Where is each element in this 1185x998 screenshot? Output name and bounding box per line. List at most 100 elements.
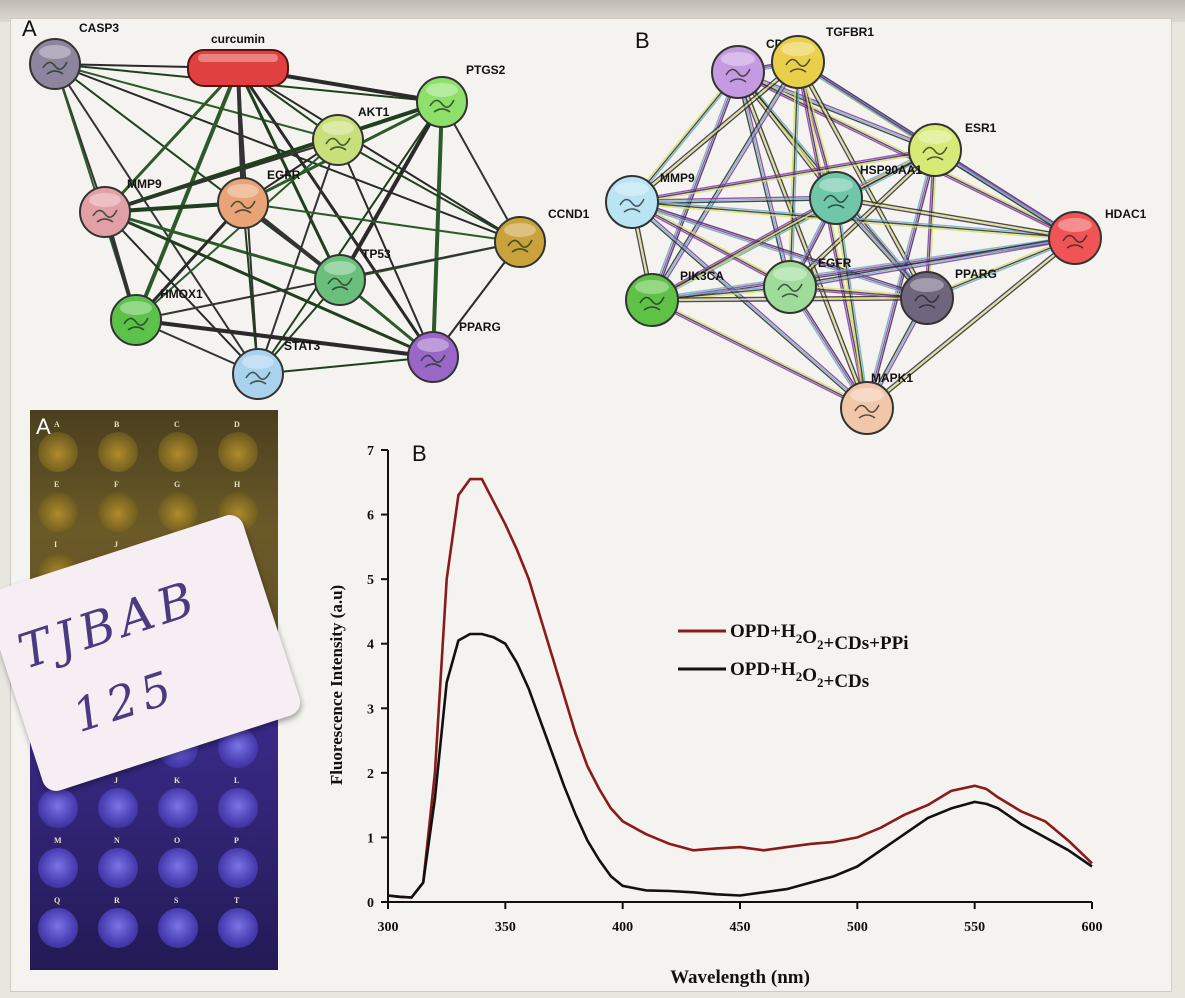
network-a-node-hmox1: HMOX1	[110, 287, 203, 346]
network-b-node-pik3ca: PIK3CA	[625, 269, 724, 327]
network-b-edge	[631, 61, 799, 203]
plate-well-letter: K	[174, 776, 181, 785]
y-tick-label: 3	[367, 702, 374, 717]
network-b-node-label: HDAC1	[1105, 207, 1147, 221]
legend-label: OPD+H2O2+CDs+PPi	[730, 621, 908, 654]
plate-well	[218, 432, 258, 472]
plate-well	[158, 788, 198, 828]
network-b-edge	[934, 149, 1076, 239]
network-a-nodes: CASP3 curcumin PTGS2 AKT1 MMP9 EGFR CCND1 TP53 H…	[29, 21, 590, 400]
network-b-label: B	[635, 28, 650, 53]
network-a-edge	[338, 101, 444, 281]
network-b-edge	[835, 197, 1076, 239]
network-a-node-label: EGFR	[267, 168, 301, 182]
network-b-edge	[632, 72, 740, 204]
plate-well-letter: D	[234, 420, 240, 429]
network-a-edge	[242, 202, 521, 243]
network-a-node-pparg: PPARG	[407, 320, 501, 383]
network-a-node-label: CASP3	[79, 21, 119, 35]
plate-well-letter: O	[174, 836, 181, 845]
network-a-edge	[236, 67, 342, 281]
network-a-node-label: PPARG	[459, 320, 501, 334]
network-b-edge	[632, 151, 936, 205]
network-b-node-label: MAPK1	[871, 371, 913, 385]
network-b-node-mmp9: MMP9	[605, 171, 695, 229]
network-a-node-label: TP53	[362, 247, 391, 261]
plate-well	[98, 492, 138, 532]
plate-well-letter: T	[234, 896, 240, 905]
network-b-edge	[632, 62, 800, 204]
plate-well-letter: E	[54, 480, 60, 489]
network-b-edge	[836, 195, 1076, 237]
well-plate-photo: ABCDEFGHIJKLMNOPEFGHIJKLMNOPQRST A	[30, 410, 278, 970]
chart-axes: 300 350 400 450 500 550 600 0 1 2 3 4 5 6 7	[367, 444, 1103, 935]
network-b-edge	[795, 62, 866, 409]
network-b-edge	[631, 203, 927, 301]
network-a-edge	[337, 139, 434, 358]
network-b-edge	[651, 197, 837, 301]
network-b-edge	[630, 202, 867, 410]
network-a-edge	[134, 67, 240, 321]
network-b-edge	[631, 71, 739, 203]
network-a-edge	[135, 139, 339, 321]
plate-well	[98, 908, 138, 948]
network-b-edge	[652, 62, 801, 302]
plate-well-letter: L	[234, 776, 240, 785]
network-b-edge	[632, 199, 792, 287]
network-a-edge	[441, 101, 521, 243]
fluorescence-chart: B 300 350 400 450 500 550 600 0 1 2 3 4 5 6 7 OPD+H2O2…	[327, 441, 1103, 988]
network-b-node-hdac1: HDAC1	[1048, 207, 1147, 265]
plate-well-letter: Q	[54, 896, 61, 905]
network-b-edge	[789, 235, 1075, 286]
network-b-edge	[650, 195, 836, 300]
network-a-node-mmp9: MMP9	[79, 177, 162, 238]
network-a-node-curcumin: curcumin	[187, 32, 289, 87]
network-b-edge	[651, 235, 1075, 299]
series-line-2	[387, 632, 1093, 899]
network-b-node-label: TGFBR1	[826, 25, 874, 39]
network-b-node-tgfbr1: TGFBR1	[771, 25, 874, 89]
network-b-edge	[652, 198, 838, 303]
network-b-node-label: ESR1	[965, 121, 997, 135]
network-b-node-egfr: EGFR	[763, 256, 852, 314]
network-b-edge	[631, 195, 836, 201]
y-tick-label: 6	[367, 509, 374, 524]
plate-well	[98, 848, 138, 888]
network-b-edge	[631, 201, 928, 299]
network-a-edge	[237, 67, 521, 243]
x-tick-label: 400	[612, 920, 633, 935]
network-b-edge	[797, 61, 928, 299]
network-b-edge	[631, 197, 837, 203]
note-line-1: TJBAB	[11, 569, 207, 681]
network-a: A CASP3 curcumin PTGS2 AKT1 MMP9 EGFR CCND1 TP5…	[22, 16, 590, 400]
plate-well-letter: J	[114, 540, 118, 549]
network-a-edge	[104, 211, 259, 375]
network-b-edge	[739, 71, 870, 408]
network-a-node-label: HMOX1	[160, 287, 203, 301]
series-line-1	[387, 477, 1093, 899]
network-a-edge	[134, 201, 245, 322]
network-a-node-egfr: EGFR	[217, 168, 301, 229]
plate-well	[38, 788, 78, 828]
network-b-node-esr1: ESR1	[908, 121, 997, 177]
y-tick-label: 2	[367, 767, 374, 782]
network-b-edge	[789, 237, 1076, 288]
network-a-node-stat3: STAT3	[232, 339, 321, 400]
chart-legend: OPD+H2O2+CDs+PPi OPD+H2O2+CDs	[678, 621, 908, 692]
y-axis-label: Fluorescence Intensity (a.u)	[327, 585, 346, 785]
network-a-edge	[104, 210, 434, 359]
y-tick-label: 7	[367, 444, 374, 459]
network-b-edge	[865, 236, 1075, 408]
plate-well	[158, 432, 198, 472]
network-a-edge	[103, 66, 240, 214]
legend-label: OPD+H2O2+CDs	[730, 659, 869, 692]
network-b-edge	[631, 201, 868, 409]
network-b-edge	[866, 237, 1076, 409]
plate-well-letter: N	[114, 836, 120, 845]
network-b-node-label: PPARG	[955, 267, 997, 281]
network-a-node-label: STAT3	[284, 339, 321, 353]
network-b-edge	[737, 73, 935, 153]
plate-well	[218, 908, 258, 948]
photo-panel-label: A	[36, 414, 51, 439]
network-b-edge	[651, 149, 936, 301]
